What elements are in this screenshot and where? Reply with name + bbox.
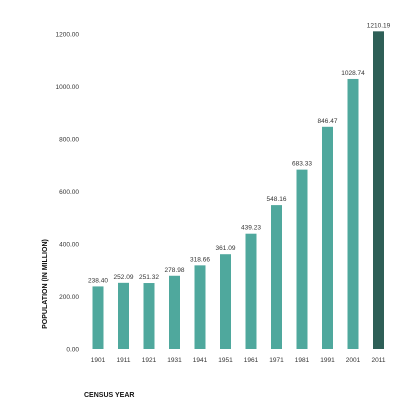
- y-tick-label: 0.00: [66, 347, 79, 354]
- value-label-1981: 683.33: [292, 161, 312, 168]
- bar-1981: [296, 169, 308, 349]
- value-label-1991: 846.47: [318, 118, 338, 125]
- bar-2011: [373, 31, 384, 349]
- value-label-1911: 252.09: [114, 274, 134, 281]
- value-labels: 238.40 252.09 251.32 278.98 318.66 361.09 439.…: [88, 22, 391, 284]
- value-label-1901: 238.40: [88, 277, 108, 284]
- value-label-1951: 361.09: [216, 245, 236, 252]
- bar-1931: [169, 275, 180, 349]
- x-tick-1941: 1941: [193, 357, 208, 364]
- bar-1951: [220, 254, 231, 349]
- x-axis-title: CENSUS YEAR: [84, 392, 134, 399]
- x-tick-1931: 1931: [167, 357, 182, 364]
- x-tick-1981: 1981: [295, 357, 310, 364]
- value-label-1941: 318.66: [190, 256, 210, 263]
- y-tick-label: 1200.00: [56, 32, 80, 39]
- y-tick-label: 400.00: [59, 242, 79, 249]
- x-tick-1971: 1971: [269, 357, 284, 364]
- bar-1921: [143, 283, 155, 349]
- value-label-1931: 278.98: [165, 267, 185, 274]
- x-tick-1901: 1901: [91, 357, 106, 364]
- bar-1901: [92, 286, 104, 349]
- x-tick-1951: 1951: [218, 357, 233, 364]
- y-tick-label: 1000.00: [56, 84, 80, 91]
- bar-2001: [347, 78, 359, 349]
- bars: [92, 31, 384, 349]
- x-tick-1911: 1911: [117, 357, 131, 364]
- value-label-1921: 251.32: [139, 274, 159, 281]
- bar-1961: [245, 233, 257, 349]
- y-axis-ticks: 0.00 200.00 400.00 600.00 800.00 1000.00 1200.…: [56, 32, 80, 354]
- x-axis-ticks: 1901 1911 1921 1931 1941 1951 1961 1971 1981 1991…: [91, 357, 386, 364]
- bar-1911: [118, 282, 129, 349]
- y-tick-label: 600.00: [59, 189, 79, 196]
- y-tick-label: 200.00: [59, 294, 79, 301]
- x-tick-1961: 1961: [244, 357, 259, 364]
- x-tick-1991: 1991: [320, 357, 335, 364]
- value-label-1971: 548.16: [267, 196, 287, 203]
- x-tick-2001: 2001: [346, 357, 361, 364]
- bar-1991: [322, 126, 333, 349]
- bar-1971: [271, 205, 282, 349]
- x-tick-2011: 2011: [372, 357, 386, 364]
- y-tick-label: 800.00: [59, 137, 79, 144]
- y-axis-title: POPULATION (IN MILLION): [42, 239, 49, 329]
- bar-1941: [194, 265, 206, 349]
- x-tick-1921: 1921: [142, 357, 157, 364]
- value-label-2011: 1210.19: [367, 22, 391, 29]
- value-label-1961: 439.23: [241, 225, 261, 232]
- value-label-2001: 1028.74: [341, 70, 365, 77]
